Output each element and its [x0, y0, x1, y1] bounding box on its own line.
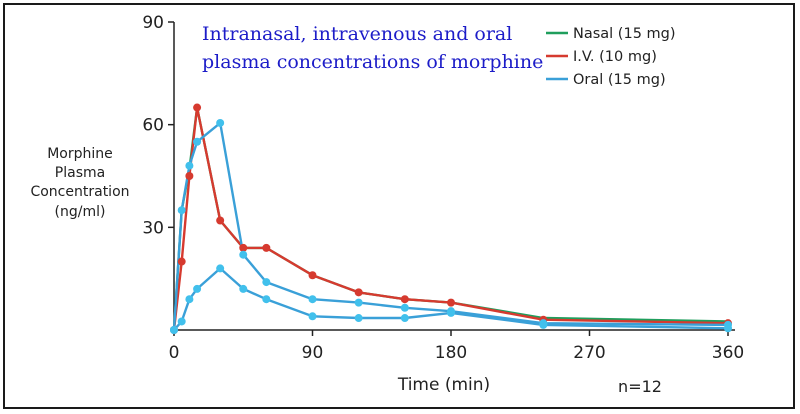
data-point-oral-15-mg-low: [354, 314, 363, 323]
data-point-i-v-10-mg: [216, 216, 225, 225]
data-point-i-v-10-mg: [447, 298, 455, 307]
data-point-oral-15-mg-low: [170, 326, 178, 334]
legend-label-nasal: Nasal (15 mg): [573, 26, 676, 42]
sample-size-note: n=12: [618, 377, 662, 396]
series-line-nasal-15-mg: [172, 106, 729, 331]
data-point-oral-15-mg-low: [239, 284, 248, 293]
y-tick-label: 60: [142, 116, 164, 136]
data-point-oral-15-mg-low: [724, 324, 732, 333]
x-tick-label: 180: [435, 343, 467, 363]
data-point-i-v-10-mg: [354, 288, 363, 297]
data-point-oral-15-mg: [262, 278, 271, 287]
data-point-oral-15-mg-low: [216, 264, 225, 273]
data-point-oral-15-mg-low: [185, 295, 194, 304]
data-point-oral-15-mg: [216, 118, 225, 127]
y-axis-label-line-4: (ng/ml): [55, 204, 106, 220]
y-axis-label-line-3: Concentration: [30, 184, 129, 200]
data-point-oral-15-mg-low: [193, 284, 202, 293]
data-point-oral-15-mg: [193, 137, 202, 146]
x-tick-label: 270: [573, 343, 605, 363]
data-point-i-v-10-mg: [177, 257, 186, 266]
data-point-i-v-10-mg: [239, 243, 248, 252]
data-point-oral-15-mg: [354, 298, 363, 307]
data-point-oral-15-mg-low: [177, 317, 186, 326]
series-line-i-v-10-mg: [172, 106, 729, 331]
legend-label-oral: Oral (15 mg): [573, 72, 666, 88]
y-tick-label: 30: [142, 218, 164, 238]
x-tick-label: 90: [302, 343, 324, 363]
data-point-i-v-10-mg: [262, 243, 271, 252]
x-tick-label: 360: [712, 343, 744, 363]
data-point-oral-15-mg: [185, 161, 194, 170]
chart-title-line-1: Intranasal, intravenous and oral: [202, 23, 512, 45]
data-point-oral-15-mg: [400, 303, 409, 312]
chart-title-line-2: plasma concentrations of morphine: [202, 51, 543, 73]
chart-frame: [3, 3, 795, 409]
y-axis-label-line-2: Plasma: [55, 165, 105, 181]
data-point-oral-15-mg: [177, 206, 186, 215]
legend-label-iv: I.V. (10 mg): [573, 49, 657, 65]
x-axis-label: Time (min): [397, 375, 490, 395]
x-tick-label: 0: [169, 343, 180, 363]
data-point-i-v-10-mg: [400, 295, 409, 304]
data-point-oral-15-mg-low: [262, 295, 271, 304]
data-point-oral-15-mg-low: [447, 308, 455, 317]
data-point-oral-15-mg: [308, 295, 317, 304]
data-point-i-v-10-mg: [308, 271, 317, 280]
y-axis-label-line-1: Morphine: [47, 146, 113, 162]
data-point-oral-15-mg: [239, 250, 248, 259]
y-tick-label: 90: [142, 13, 164, 33]
data-point-i-v-10-mg: [193, 103, 202, 112]
data-point-oral-15-mg-low: [539, 320, 548, 329]
data-point-oral-15-mg-low: [400, 314, 409, 323]
data-point-oral-15-mg-low: [308, 312, 317, 321]
data-point-i-v-10-mg: [185, 172, 194, 180]
